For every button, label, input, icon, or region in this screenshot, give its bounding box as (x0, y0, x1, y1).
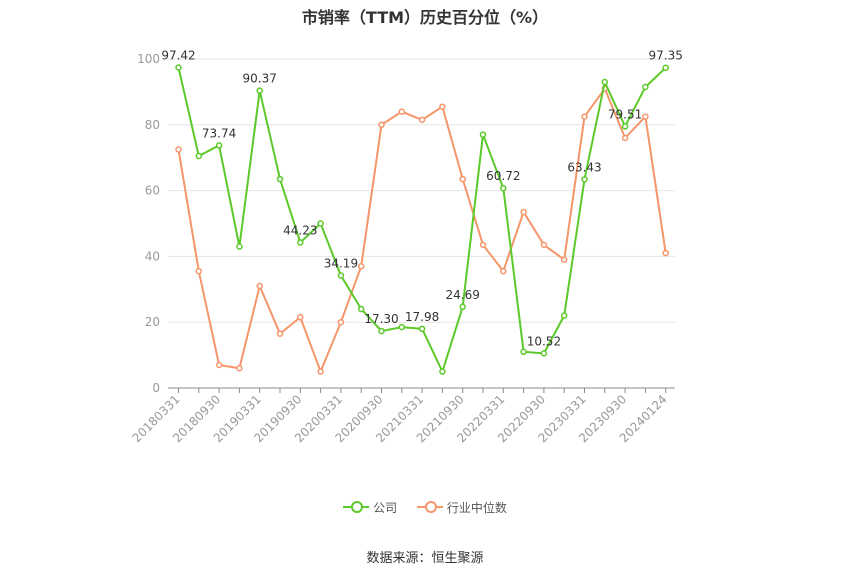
point-industry (276, 330, 284, 337)
point-company (317, 220, 324, 227)
point-industry (398, 108, 406, 115)
point-industry (378, 121, 385, 129)
grid-lines (168, 58, 675, 323)
point-company (256, 87, 263, 94)
point-company (215, 142, 223, 149)
point-industry (642, 113, 649, 120)
y-axis: 0 20 40 60 80 100 (137, 52, 160, 395)
data-label: 79.51 (608, 107, 642, 121)
point-company (540, 350, 548, 357)
chart-plot: 0 20 40 60 80 100 201803312018093020190331201… (130, 48, 683, 445)
point-company (520, 348, 527, 356)
data-label: 10.52 (527, 334, 561, 348)
point-company (236, 243, 243, 250)
point-industry (540, 241, 548, 249)
legend: 公司 行业中位数 (0, 497, 850, 516)
legend-industry-label: 行业中位数 (446, 500, 507, 515)
point-industry (337, 318, 345, 326)
y-tick-label: 20 (145, 315, 160, 329)
data-label: 63.43 (567, 160, 601, 174)
y-tick-label: 40 (145, 249, 160, 263)
point-company (642, 83, 649, 91)
point-company (175, 64, 182, 71)
point-industry (439, 103, 446, 110)
data-label: 97.42 (161, 48, 195, 62)
point-company (439, 368, 446, 375)
point-company (297, 239, 304, 246)
point-company (357, 305, 365, 313)
point-company (378, 327, 385, 335)
point-industry (418, 116, 426, 124)
data-label: 60.72 (486, 169, 520, 183)
legend-item-industry[interactable]: 行业中位数 (416, 499, 507, 516)
point-industry (195, 267, 203, 275)
point-industry (621, 134, 629, 142)
point-company (195, 152, 203, 160)
point-industry (560, 256, 568, 263)
point-company (581, 176, 588, 183)
data-label: 24.69 (446, 288, 480, 302)
legend-company-label: 公司 (373, 500, 398, 515)
legend-company-line-icon (343, 501, 370, 513)
point-company (276, 175, 284, 183)
chart-title: 市销率（TTM）历史百分位（%） (301, 8, 549, 27)
point-company (621, 123, 629, 130)
x-axis: 2018033120180930201903312019093020200331… (130, 387, 675, 445)
data-label: 17.98 (405, 310, 439, 324)
point-company (337, 272, 345, 279)
point-industry (175, 146, 182, 153)
point-industry (215, 361, 223, 369)
point-company (459, 303, 466, 311)
data-label: 44.23 (283, 223, 317, 237)
series-group (175, 64, 669, 375)
point-industry (317, 368, 324, 375)
point-industry (581, 113, 588, 120)
data-label: 17.30 (364, 312, 398, 326)
point-company (601, 78, 609, 86)
point-industry (479, 241, 487, 249)
point-company (479, 131, 487, 138)
data-label: 34.19 (324, 257, 358, 271)
data-label: 90.37 (243, 72, 277, 86)
point-industry (500, 267, 507, 275)
point-industry (459, 175, 466, 183)
legend-item-company[interactable]: 公司 (343, 499, 397, 516)
point-industry (662, 249, 669, 257)
point-industry (256, 282, 263, 290)
y-tick-label: 100 (137, 52, 160, 66)
point-company (398, 323, 406, 331)
point-company (418, 325, 426, 333)
y-tick-label: 0 (152, 381, 160, 395)
source-note: 数据来源：恒生聚源 (366, 551, 484, 566)
y-tick-label: 60 (145, 184, 160, 198)
point-industry (236, 365, 243, 372)
data-label: 97.35 (649, 49, 683, 63)
point-industry (297, 314, 304, 321)
point-industry (520, 208, 527, 216)
legend-industry-line-icon (416, 501, 443, 513)
point-company (560, 312, 568, 319)
point-industry (357, 263, 365, 270)
data-labels: 97.42 73.74 90.37 44.23 34.19 17.30 17.98 24.69… (161, 48, 683, 348)
point-company (500, 184, 507, 192)
point-company (662, 64, 669, 71)
data-label: 73.74 (202, 126, 236, 140)
y-tick-label: 80 (145, 118, 160, 132)
